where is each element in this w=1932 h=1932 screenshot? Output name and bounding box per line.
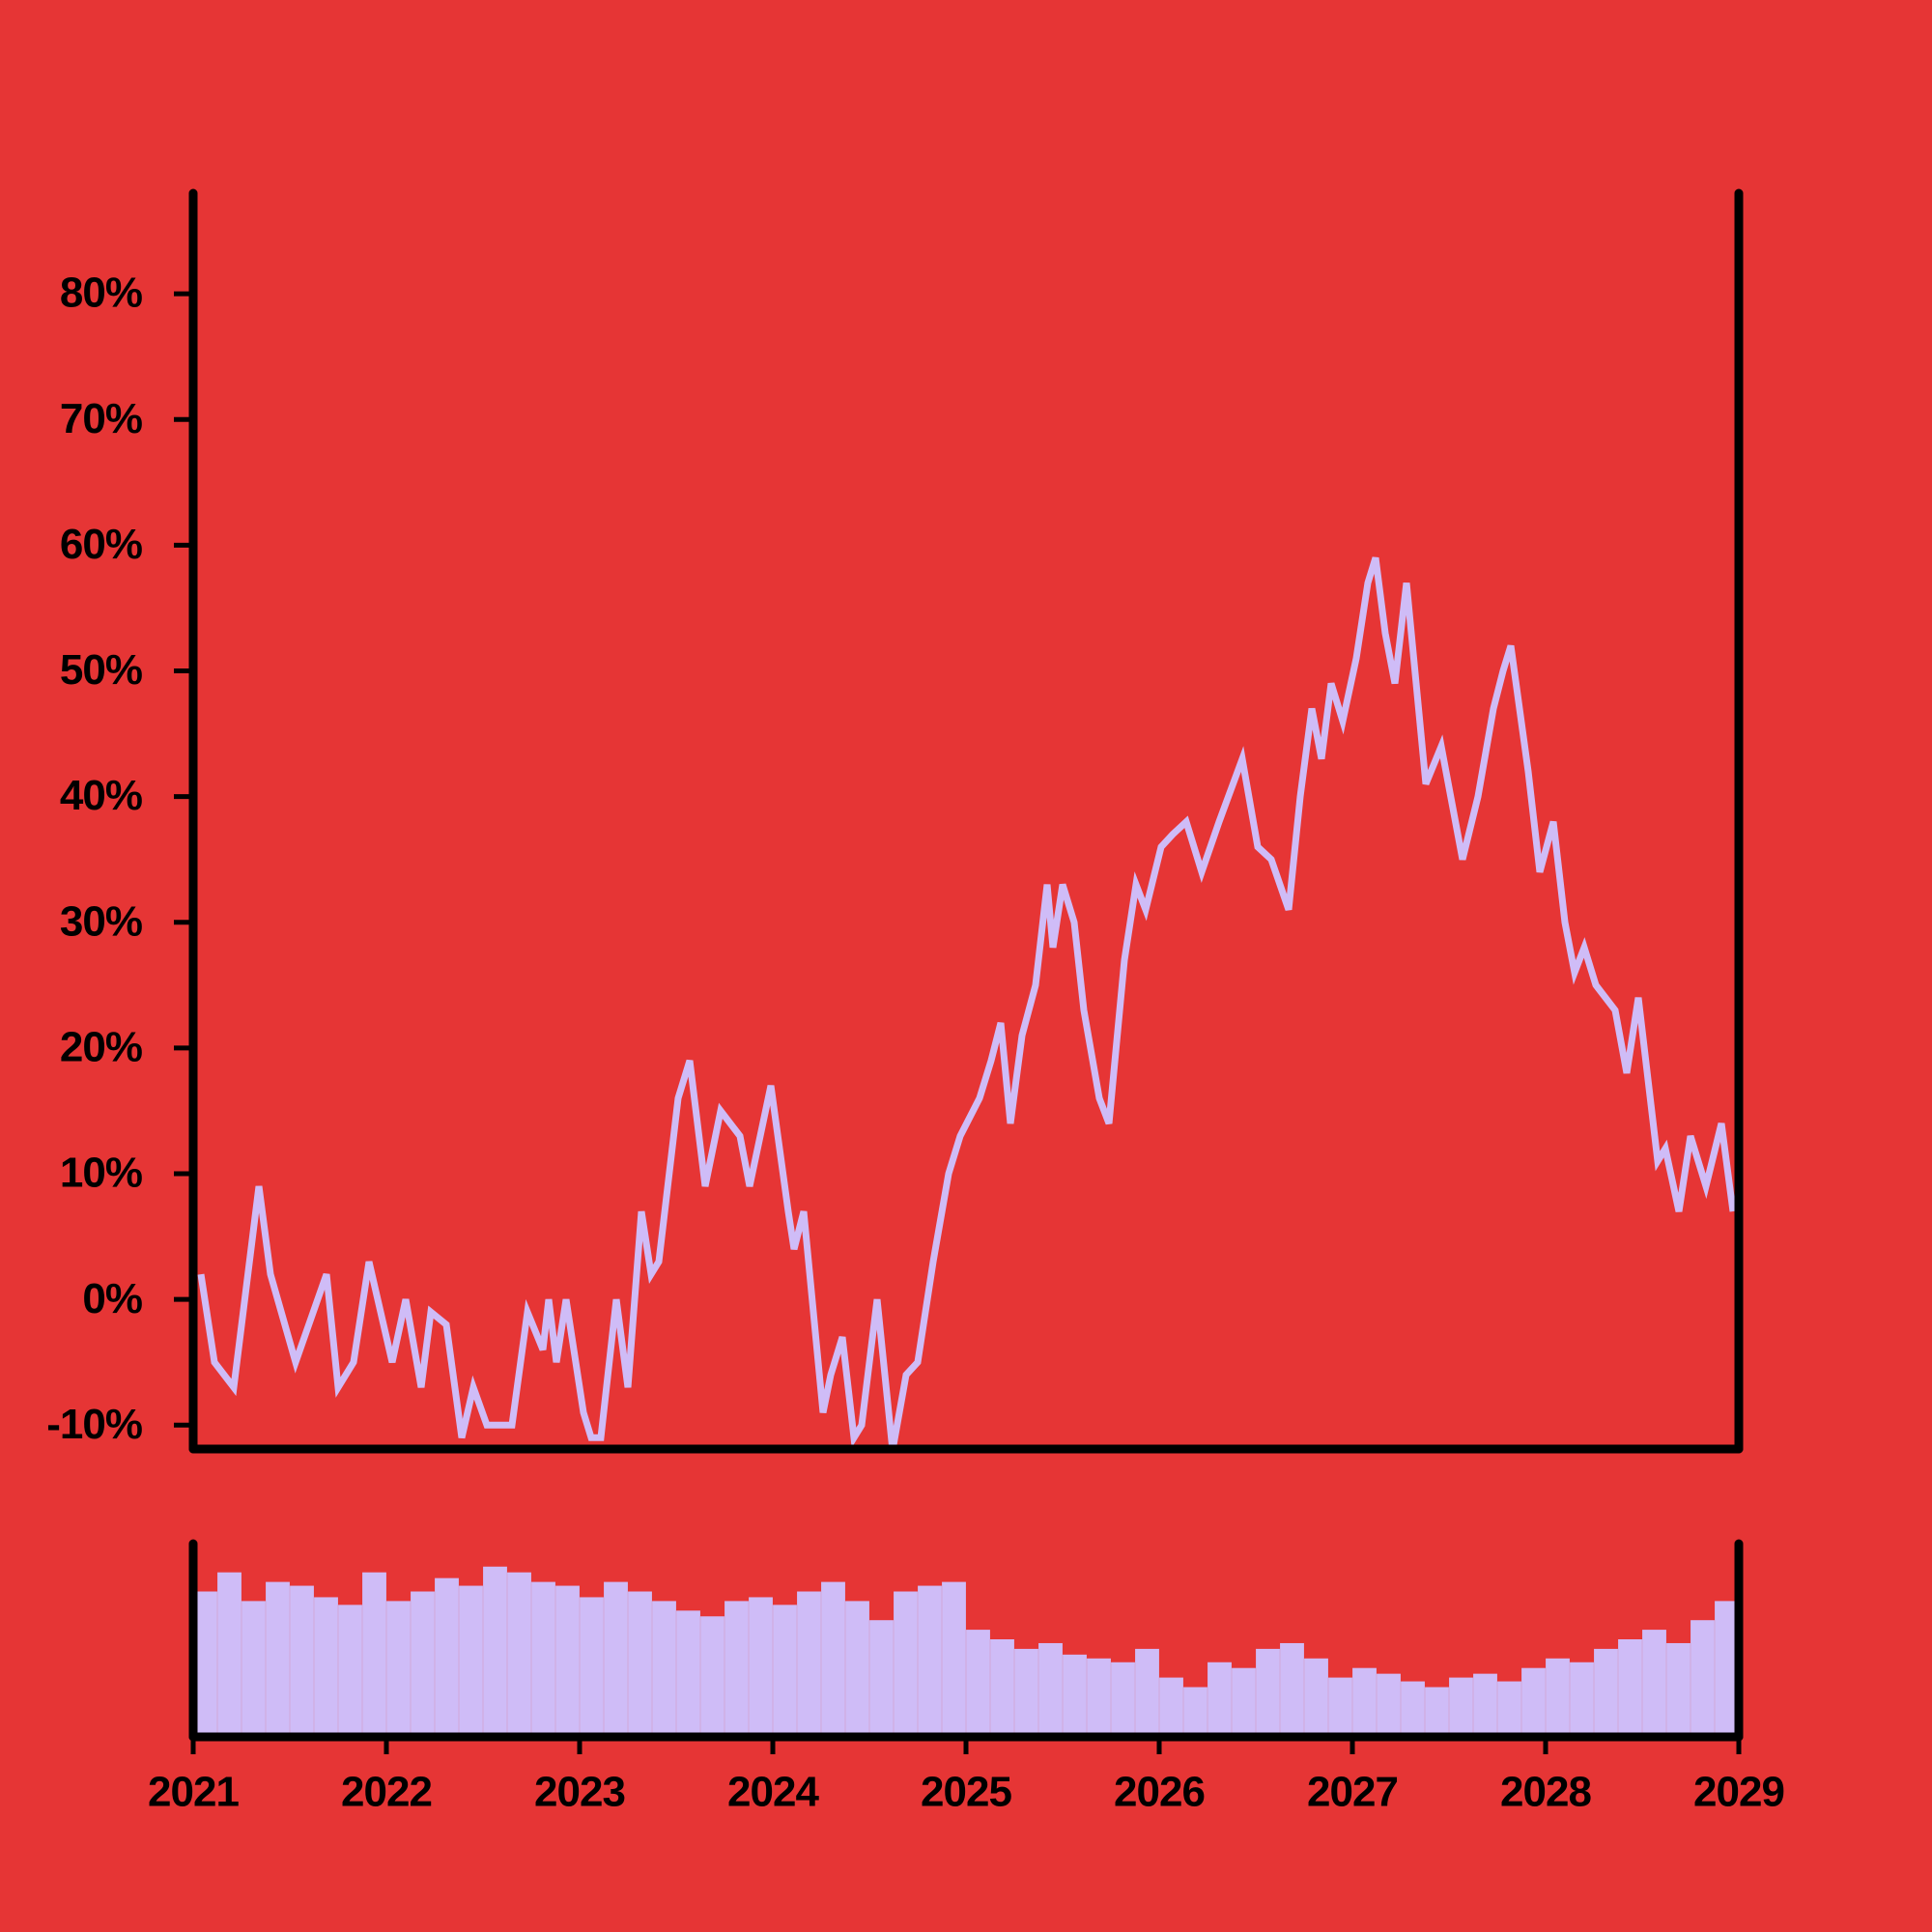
volume-bar	[290, 1585, 314, 1735]
x-tick-label: 2025	[921, 1769, 1011, 1816]
volume-bar	[1521, 1667, 1546, 1735]
volume-bar	[1087, 1658, 1111, 1735]
volume-bar	[483, 1566, 507, 1735]
volume-bar	[435, 1577, 459, 1735]
volume-bar	[1594, 1648, 1618, 1735]
volume-bar	[749, 1597, 773, 1735]
y-tick-label: 60%	[60, 521, 142, 568]
x-tick-label: 2028	[1500, 1769, 1591, 1816]
x-tick-label: 2022	[341, 1769, 432, 1816]
volume-bar	[1497, 1681, 1521, 1735]
volume-bar	[459, 1585, 483, 1735]
volume-bar	[411, 1591, 435, 1735]
volume-bar	[918, 1585, 942, 1735]
volume-bar	[1183, 1687, 1208, 1735]
volume-bar	[1642, 1630, 1666, 1735]
volume-bar	[773, 1605, 797, 1735]
volume-bar	[1666, 1642, 1690, 1735]
volume-bar	[990, 1639, 1014, 1735]
axes	[188, 188, 1744, 1742]
volume-bar	[1159, 1677, 1183, 1735]
volume-bar	[845, 1601, 869, 1735]
y-tick-label: 80%	[60, 270, 142, 317]
y-tick-label: -10%	[46, 1401, 142, 1448]
volume-bar	[1280, 1642, 1304, 1735]
volume-bar	[1304, 1658, 1328, 1735]
volume-bar	[242, 1601, 266, 1735]
volume-bar	[555, 1585, 580, 1735]
volume-bar	[217, 1572, 242, 1735]
volume-bar	[266, 1581, 290, 1735]
y-tick-label: 50%	[60, 646, 142, 694]
volume-bar	[1449, 1677, 1473, 1735]
volume-bar	[869, 1620, 894, 1735]
volume-bar	[604, 1581, 628, 1735]
volume-bar	[1014, 1648, 1038, 1735]
volume-bar	[628, 1591, 652, 1735]
volume-bar	[1473, 1673, 1497, 1735]
y-tick-label: 0%	[82, 1275, 142, 1322]
volume-bar	[1570, 1662, 1594, 1735]
y-tick-label: 30%	[60, 897, 142, 945]
y-tick-label: 40%	[60, 772, 142, 819]
y-tick-label: 70%	[60, 395, 142, 442]
x-tick-label: 2027	[1307, 1769, 1398, 1816]
volume-bar	[1063, 1654, 1087, 1735]
x-tick-label: 2021	[148, 1769, 239, 1816]
volume-bar	[1038, 1642, 1063, 1735]
volume-bar	[1111, 1662, 1135, 1735]
volume-bar	[724, 1601, 749, 1735]
volume-bar	[797, 1591, 821, 1735]
x-tick-label: 2026	[1114, 1769, 1205, 1816]
y-tick-label: 10%	[60, 1150, 142, 1197]
volume-bar	[652, 1601, 676, 1735]
volume-bar	[1690, 1620, 1715, 1735]
volume-bar	[338, 1605, 362, 1735]
volume-bar	[942, 1581, 966, 1735]
volume-bar	[1546, 1658, 1570, 1735]
volume-bar	[362, 1572, 386, 1735]
main-plot	[197, 556, 1737, 1449]
volume-bar	[507, 1572, 531, 1735]
volume-bar	[1352, 1667, 1377, 1735]
volume-bar	[580, 1597, 604, 1735]
y-tick-label: 20%	[60, 1024, 142, 1071]
volume-bar	[531, 1581, 555, 1735]
volume-bar	[1618, 1639, 1642, 1735]
x-tick-label: 2024	[727, 1769, 819, 1816]
volume-bar	[1256, 1648, 1280, 1735]
volume-bar	[1401, 1681, 1425, 1735]
volume-bar	[314, 1597, 338, 1735]
x-tick-label: 2023	[534, 1769, 625, 1816]
volume-bar	[386, 1601, 411, 1735]
x-tick-label: 2029	[1693, 1769, 1784, 1816]
volume-bar	[821, 1581, 845, 1735]
volume-bar	[676, 1610, 700, 1735]
volume-bar	[1208, 1662, 1232, 1735]
volume-bar	[1135, 1648, 1159, 1735]
volume-bar	[700, 1616, 724, 1735]
volume-bar	[1377, 1673, 1401, 1735]
volume-bar	[1232, 1667, 1256, 1735]
line-series	[197, 556, 1737, 1449]
volume-bar	[1328, 1677, 1352, 1735]
volume-bar	[1425, 1687, 1449, 1735]
volume-bar	[894, 1591, 918, 1735]
volume-bar	[966, 1630, 990, 1735]
